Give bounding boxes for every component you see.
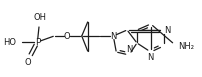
Text: NH₂: NH₂ (178, 42, 194, 51)
Text: N: N (110, 31, 117, 41)
Text: HO: HO (3, 37, 16, 47)
Text: N: N (165, 25, 171, 34)
Text: O: O (64, 31, 70, 41)
Text: O: O (24, 58, 31, 67)
Text: N: N (148, 53, 154, 62)
Text: P: P (35, 37, 40, 47)
Text: OH: OH (34, 13, 47, 22)
Text: N: N (126, 45, 132, 54)
